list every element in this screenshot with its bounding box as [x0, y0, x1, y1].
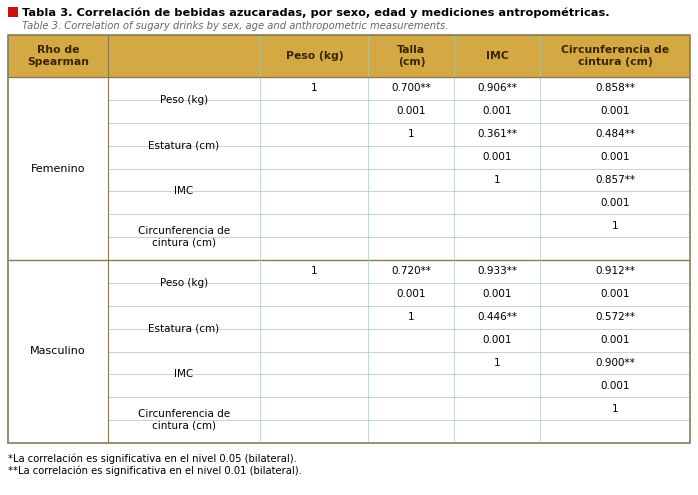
Bar — [8, 35, 690, 443]
Text: Circunferencia de
cintura (cm): Circunferencia de cintura (cm) — [561, 45, 669, 67]
Text: 1: 1 — [311, 84, 318, 94]
Text: Peso (kg): Peso (kg) — [285, 51, 343, 61]
Text: Rho de
Spearman: Rho de Spearman — [27, 45, 89, 67]
Text: 0.906**: 0.906** — [477, 84, 517, 94]
Text: Masculino: Masculino — [30, 346, 86, 356]
Text: 0.001: 0.001 — [600, 198, 630, 208]
Text: Talla
(cm): Talla (cm) — [397, 45, 426, 67]
Text: 0.361**: 0.361** — [477, 129, 517, 139]
Text: 0.900**: 0.900** — [595, 358, 635, 368]
Text: 0.001: 0.001 — [396, 106, 426, 116]
Text: 0.858**: 0.858** — [595, 84, 635, 94]
Text: Estatura (cm): Estatura (cm) — [149, 324, 220, 334]
Text: 1: 1 — [408, 129, 415, 139]
Text: 0.001: 0.001 — [600, 106, 630, 116]
Text: 1: 1 — [494, 358, 500, 368]
Text: Table 3. Correlation of sugary drinks by sex, age and anthropometric measurement: Table 3. Correlation of sugary drinks by… — [22, 21, 448, 31]
Text: 0.001: 0.001 — [600, 289, 630, 299]
Text: 0.720**: 0.720** — [392, 266, 431, 276]
Text: Estatura (cm): Estatura (cm) — [149, 141, 220, 150]
Text: 0.933**: 0.933** — [477, 266, 517, 276]
Text: 0.001: 0.001 — [482, 335, 512, 345]
Text: **La correlación es significativa en el nivel 0.01 (bilateral).: **La correlación es significativa en el … — [8, 465, 302, 476]
Text: 0.001: 0.001 — [482, 289, 512, 299]
Text: 0.001: 0.001 — [600, 152, 630, 162]
Text: Tabla 3. Correlación de bebidas azucaradas, por sexo, edad y mediciones antropom: Tabla 3. Correlación de bebidas azucarad… — [22, 7, 609, 17]
Text: Femenino: Femenino — [31, 163, 85, 174]
Text: 0.484**: 0.484** — [595, 129, 635, 139]
Text: Circunferencia de
cintura (cm): Circunferencia de cintura (cm) — [138, 409, 230, 431]
Text: 0.001: 0.001 — [600, 335, 630, 345]
Text: 1: 1 — [408, 312, 415, 322]
Text: Circunferencia de
cintura (cm): Circunferencia de cintura (cm) — [138, 226, 230, 248]
Text: 0.572**: 0.572** — [595, 312, 635, 322]
Bar — [8, 77, 690, 260]
Text: 1: 1 — [612, 221, 618, 231]
Text: 0.001: 0.001 — [482, 152, 512, 162]
Text: 0.446**: 0.446** — [477, 312, 517, 322]
Text: 1: 1 — [311, 266, 318, 276]
Text: 1: 1 — [612, 404, 618, 414]
Text: IMC: IMC — [174, 369, 193, 379]
Text: 0.001: 0.001 — [482, 106, 512, 116]
Text: 1: 1 — [494, 175, 500, 185]
Text: 0.700**: 0.700** — [392, 84, 431, 94]
Bar — [8, 7, 18, 17]
Text: 0.857**: 0.857** — [595, 175, 635, 185]
Text: *La correlación es significativa en el nivel 0.05 (bilateral).: *La correlación es significativa en el n… — [8, 453, 297, 463]
Text: IMC: IMC — [486, 51, 509, 61]
Text: 0.912**: 0.912** — [595, 266, 635, 276]
Text: Peso (kg): Peso (kg) — [160, 95, 208, 105]
Bar — [8, 260, 690, 443]
Text: 0.001: 0.001 — [600, 381, 630, 391]
Text: Peso (kg): Peso (kg) — [160, 278, 208, 288]
Bar — [8, 35, 690, 77]
Text: IMC: IMC — [174, 187, 193, 197]
Text: 0.001: 0.001 — [396, 289, 426, 299]
